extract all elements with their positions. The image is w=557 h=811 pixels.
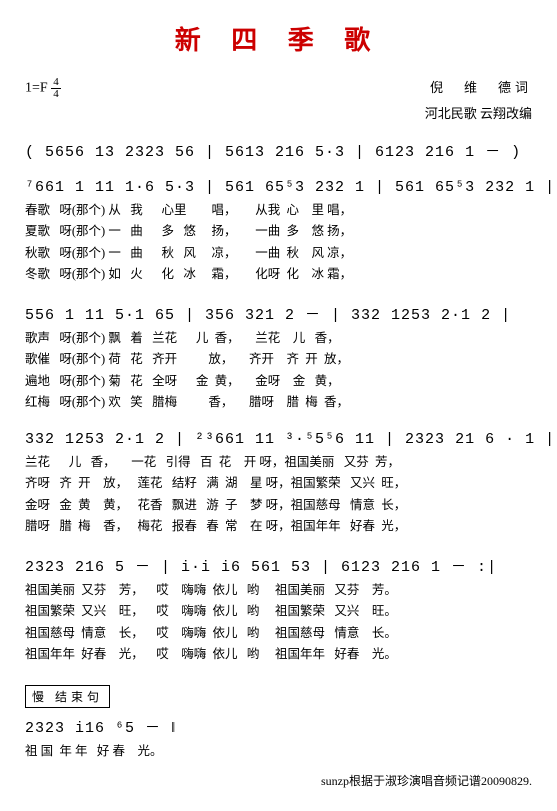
lyric-row: 遍地 呀(那个) 菊 花 全呀 金 黄， 金呀 金 黄， — [25, 371, 532, 392]
lyrics-system-4: 兰花 儿 香， 一花 引得 百 花 开 呀，祖国美丽 又芬 芳， 齐呀 齐 开 … — [25, 452, 532, 537]
coda-label: 慢 结束句 — [25, 685, 110, 708]
lyric-row: 金呀 金 黄 黄， 花香 飘进 游 子 梦 呀，祖国慈母 情意 长， — [25, 495, 532, 516]
score-system-4: 332 1253 2·1 2 | ²³661 11 ³·⁵5⁵6 11 | 23… — [25, 431, 532, 448]
lyric-row: 祖国慈母 情意 长， 哎 嗨嗨 依儿 哟 祖国慈母 情意 长。 — [25, 623, 532, 644]
lyrics-system-2: 春歌 呀(那个) 从 我 心里 唱， 从我 心 里 唱， 夏歌 呀(那个) 一 … — [25, 200, 532, 285]
lyrics-system-3: 歌声 呀(那个) 飘 着 兰花 儿 香， 兰花 儿 香， 歌催 呀(那个) 荷 … — [25, 328, 532, 413]
lyric-row: 歌声 呀(那个) 飘 着 兰花 儿 香， 兰花 儿 香， — [25, 328, 532, 349]
score-coda: 2323 i16 ⁶5 － ‖ — [25, 716, 532, 737]
lyric-row: 兰花 儿 香， 一花 引得 百 花 开 呀，祖国美丽 又芬 芳， — [25, 452, 532, 473]
page-title: 新 四 季 歌 — [25, 20, 532, 57]
lyric-row: 冬歌 呀(那个) 如 火 化 冰 霜， 化呀 化 冰 霜， — [25, 264, 532, 285]
score-system-1: ( 5656 13 2323 56 | 5613 216 5·3 | 6123 … — [25, 140, 532, 161]
score-system-5: 2323 216 5 － | i·i i6 561 53 | 6123 216 … — [25, 555, 532, 576]
lyrics-system-5: 祖国美丽 又芬 芳， 哎 嗨嗨 依儿 哟 祖国美丽 又芬 芳。 祖国繁荣 又兴 … — [25, 580, 532, 665]
lyric-row: 腊呀 腊 梅 香， 梅花 报春 春 常 在 呀，祖国年年 好春 光， — [25, 516, 532, 537]
lyric-row: 祖 国 年 年 好 春 光。 — [25, 741, 532, 762]
lyric-row: 秋歌 呀(那个) 一 曲 秋 风 凉， 一曲 秋 风 凉， — [25, 243, 532, 264]
score-system-3: 556 1 11 5·1 65 | 356 321 2 － | 332 1253… — [25, 303, 532, 324]
header-row: 1=F 4 4 倪 维 德词 — [25, 77, 532, 100]
time-signature: 4 4 — [51, 77, 61, 100]
footer-credit: sunzp根据于淑珍演唱音频记谱20090829. — [25, 772, 532, 789]
lyric-row: 歌催 呀(那个) 荷 花 齐开 放， 齐开 齐 开 放， — [25, 349, 532, 370]
lyricist-credit: 倪 维 德词 — [430, 77, 532, 100]
lyric-row: 齐呀 齐 开 放， 莲花 结籽 满 湖 星 呀，祖国繁荣 又兴 旺， — [25, 473, 532, 494]
lyric-row: 祖国年年 好春 光， 哎 嗨嗨 依儿 哟 祖国年年 好春 光。 — [25, 644, 532, 665]
lyric-row: 祖国繁荣 又兴 旺， 哎 嗨嗨 依儿 哟 祖国繁荣 又兴 旺。 — [25, 601, 532, 622]
key-signature: 1=F 4 4 — [25, 77, 61, 100]
score-system-2: ⁷661 1 11 1·6 5·3 | 561 65⁵3 232 1 | 561… — [25, 179, 532, 196]
lyric-row: 红梅 呀(那个) 欢 笑 腊梅 香， 腊呀 腊 梅 香， — [25, 392, 532, 413]
lyric-row: 春歌 呀(那个) 从 我 心里 唱， 从我 心 里 唱， — [25, 200, 532, 221]
lyrics-coda: 祖 国 年 年 好 春 光。 — [25, 741, 532, 762]
lyric-row: 祖国美丽 又芬 芳， 哎 嗨嗨 依儿 哟 祖国美丽 又芬 芳。 — [25, 580, 532, 601]
arranger-credit: 河北民歌 云翔改编 — [25, 103, 532, 122]
lyric-row: 夏歌 呀(那个) 一 曲 多 悠 扬， 一曲 多 悠 扬， — [25, 221, 532, 242]
